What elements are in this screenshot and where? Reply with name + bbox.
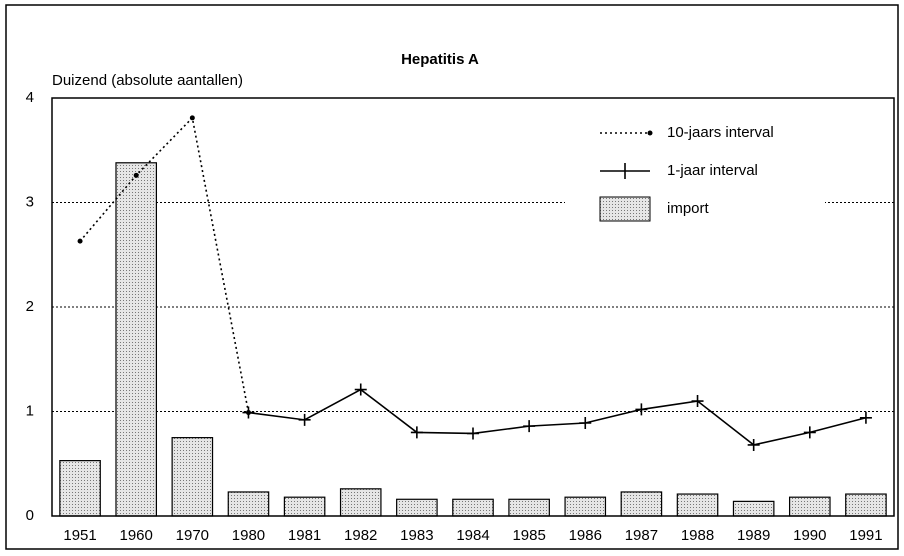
y-axis-label: Duizend (absolute aantallen) — [52, 72, 243, 89]
marker — [747, 438, 760, 451]
legend-swatch — [599, 196, 651, 222]
bar — [508, 498, 550, 517]
x-tick-label: 1970 — [176, 527, 209, 544]
marker — [77, 238, 83, 244]
bar — [171, 437, 214, 517]
x-tick-label: 1951 — [63, 527, 96, 544]
bar — [115, 162, 158, 517]
marker — [133, 172, 139, 178]
marker — [410, 426, 423, 439]
marker — [523, 420, 536, 433]
bar — [788, 496, 831, 517]
bar — [227, 491, 270, 517]
legend-marker — [647, 130, 653, 136]
x-tick-label: 1990 — [793, 527, 826, 544]
y-tick-label: 4 — [26, 89, 34, 106]
marker — [691, 395, 704, 408]
bar — [396, 498, 438, 517]
marker — [242, 406, 255, 419]
bar — [676, 493, 719, 517]
x-tick-label: 1960 — [120, 527, 153, 544]
bar — [564, 496, 607, 517]
marker — [189, 115, 195, 121]
legend-label: import — [667, 200, 710, 217]
marker — [803, 426, 816, 439]
bar — [339, 488, 382, 517]
x-tick-label: 1982 — [344, 527, 377, 544]
marker — [298, 413, 311, 426]
marker — [579, 416, 592, 429]
bar — [452, 498, 494, 517]
bar — [59, 460, 101, 517]
x-tick-label: 1987 — [625, 527, 658, 544]
marker — [354, 383, 367, 396]
y-tick-label: 3 — [26, 193, 34, 210]
line — [79, 116, 250, 413]
legend-label: 10-jaars interval — [667, 124, 774, 141]
x-tick-label: 1986 — [569, 527, 602, 544]
x-tick-label: 1980 — [232, 527, 265, 544]
frame — [5, 4, 899, 550]
x-tick-label: 1985 — [512, 527, 545, 544]
y-tick-label: 2 — [26, 298, 34, 315]
x-tick-label: 1989 — [737, 527, 770, 544]
x-tick-label: 1981 — [288, 527, 321, 544]
bar — [732, 500, 775, 517]
chart-title: Hepatitis A — [401, 51, 479, 68]
x-tick-label: 1984 — [456, 527, 489, 544]
marker — [859, 411, 872, 424]
bar — [845, 493, 887, 517]
bar — [620, 491, 663, 517]
bar — [283, 496, 326, 517]
x-tick-label: 1983 — [400, 527, 433, 544]
y-tick-label: 0 — [26, 507, 34, 524]
line — [248, 388, 867, 446]
plot-border — [51, 97, 895, 517]
x-tick-label: 1988 — [681, 527, 714, 544]
marker — [635, 403, 648, 416]
x-tick-label: 1991 — [849, 527, 882, 544]
marker — [467, 427, 479, 440]
legend-label: 1-jaar interval — [667, 162, 758, 179]
y-tick-label: 1 — [26, 402, 34, 419]
